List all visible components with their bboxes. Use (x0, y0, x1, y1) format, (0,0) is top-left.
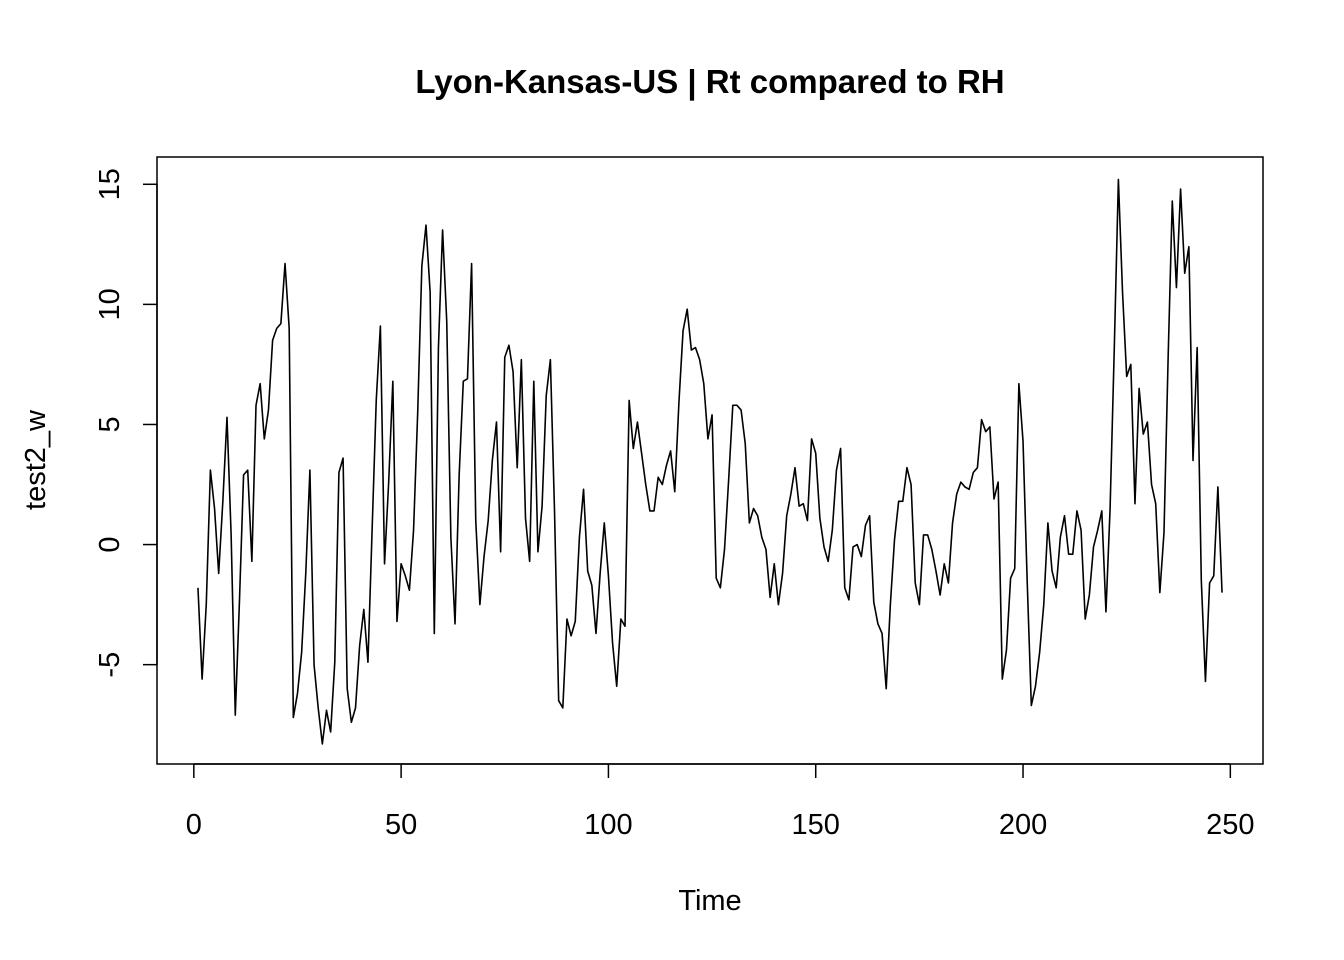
x-tick-label: 250 (1206, 809, 1254, 841)
y-tick-label: 15 (94, 168, 126, 200)
series-line (197, 178, 1223, 745)
x-axis: 0 50 100 150 200 250 (186, 763, 1255, 841)
series-layer (197, 178, 1223, 745)
x-tick-label: 0 (186, 809, 202, 841)
y-tick-label: 0 (94, 536, 126, 552)
x-tick-label: 200 (999, 809, 1047, 841)
y-tick-label: 5 (94, 416, 126, 432)
y-axis-label: test2_w (20, 409, 52, 510)
y-tick-label: 10 (94, 288, 126, 320)
x-tick-label: 150 (792, 809, 840, 841)
x-tick-label: 100 (584, 809, 632, 841)
chart-title: Lyon-Kansas-US | Rt compared to RH (415, 63, 1004, 100)
x-tick-label: 50 (385, 809, 417, 841)
y-axis: -5 0 5 10 15 (94, 168, 158, 678)
y-tick-label: -5 (94, 652, 126, 678)
x-axis-label: Time (678, 885, 741, 917)
